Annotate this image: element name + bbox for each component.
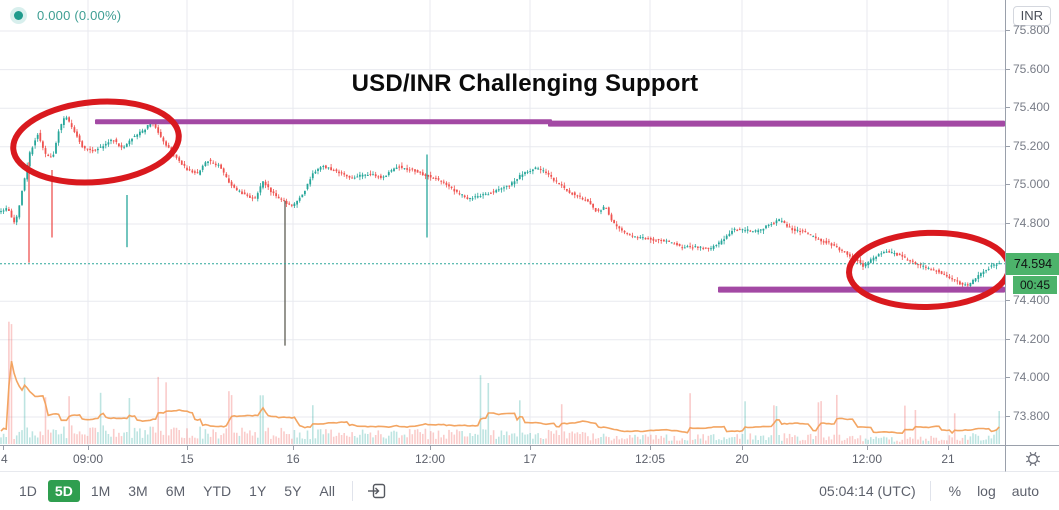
currency-badge: INR: [1012, 6, 1051, 26]
time-axis-tick: [293, 446, 294, 450]
time-axis-label: 16: [286, 452, 300, 466]
time-axis-tick: [3, 446, 4, 450]
time-axis-tick: [742, 446, 743, 450]
log-scale-button[interactable]: log: [969, 480, 1004, 502]
time-axis-tick: [430, 446, 431, 450]
time-axis-label: 12:05: [634, 452, 666, 466]
range-button-5y[interactable]: 5Y: [277, 480, 308, 502]
time-axis-tick: [948, 446, 949, 450]
price-axis-label: 75.600: [1006, 61, 1050, 76]
change-value: 0.000 (0.00%): [37, 8, 122, 23]
time-axis-label: 09:00: [72, 452, 104, 466]
chart-title-annotation: USD/INR Challenging Support: [351, 70, 699, 97]
time-axis-label: 20: [735, 452, 749, 466]
time-axis-tick: [530, 446, 531, 450]
range-button-all[interactable]: All: [312, 480, 342, 502]
range-button-6m[interactable]: 6M: [159, 480, 192, 502]
range-button-1d[interactable]: 1D: [12, 480, 44, 502]
toolbar-divider: [351, 481, 353, 501]
time-axis[interactable]: 4 09:00 15 16 12:00 17 12:05 20 12:00 21: [0, 445, 1005, 472]
price-axis-label: 74.400: [1006, 293, 1050, 308]
go-to-date-button[interactable]: [363, 480, 391, 502]
time-axis-label: 17: [523, 452, 537, 466]
price-axis-label: 74.000: [1006, 370, 1050, 385]
toolbar-divider: [929, 481, 931, 501]
percent-scale-button[interactable]: %: [941, 480, 969, 502]
price-axis-label: 75.400: [1006, 100, 1050, 115]
go-to-date-icon: [367, 483, 386, 499]
clock-utc[interactable]: 05:04:14 (UTC): [819, 483, 916, 499]
price-axis-label: 75.800: [1006, 23, 1050, 37]
time-axis-tick: [187, 446, 188, 450]
time-axis-label: 12:00: [414, 452, 446, 466]
time-axis-label: 21: [941, 452, 955, 466]
price-axis[interactable]: INR 75.800 75.600 75.400 75.200 75.000 74.800…: [1005, 0, 1059, 472]
price-axis-label: 73.800: [1006, 409, 1050, 423]
indicator-legend[interactable]: 0.000 (0.00%): [14, 8, 121, 23]
indicator-dot-icon: [14, 11, 23, 20]
chart-settings-corner[interactable]: [1005, 445, 1059, 472]
bottom-toolbar: 1D 5D 1M 3M 6M YTD 1Y 5Y All 05:04:14 (UTC) % lo…: [0, 472, 1059, 510]
time-axis-label: 15: [180, 452, 194, 466]
time-axis-label: 4: [1, 452, 8, 466]
time-axis-tick: [867, 446, 868, 450]
range-button-1y[interactable]: 1Y: [242, 480, 273, 502]
price-axis-label: 74.200: [1006, 331, 1050, 346]
toolbar-right-group: 05:04:14 (UTC) % log auto: [815, 480, 1047, 502]
time-axis-label: 12:00: [851, 452, 883, 466]
auto-scale-button[interactable]: auto: [1004, 480, 1047, 502]
price-axis-label: 74.800: [1006, 216, 1050, 230]
price-axis-label: 75.000: [1006, 177, 1050, 192]
range-button-1m[interactable]: 1M: [84, 480, 117, 502]
chart-canvas[interactable]: 0.000 (0.00%) USD/INR Challenging Suppor…: [0, 0, 1005, 445]
range-button-ytd[interactable]: YTD: [196, 480, 238, 502]
time-axis-tick: [650, 446, 651, 450]
current-price-label: 74.594: [1006, 252, 1059, 275]
candlestick-chart[interactable]: [0, 0, 1005, 445]
price-axis-label: 75.200: [1006, 138, 1050, 153]
bar-countdown-label: 00:45: [1013, 275, 1057, 294]
time-axis-tick: [88, 446, 89, 450]
range-button-3m[interactable]: 3M: [121, 480, 154, 502]
range-button-5d[interactable]: 5D: [47, 480, 80, 502]
gear-icon[interactable]: [1023, 449, 1043, 469]
range-selector: 1D 5D 1M 3M 6M YTD 1Y 5Y All: [12, 480, 342, 502]
